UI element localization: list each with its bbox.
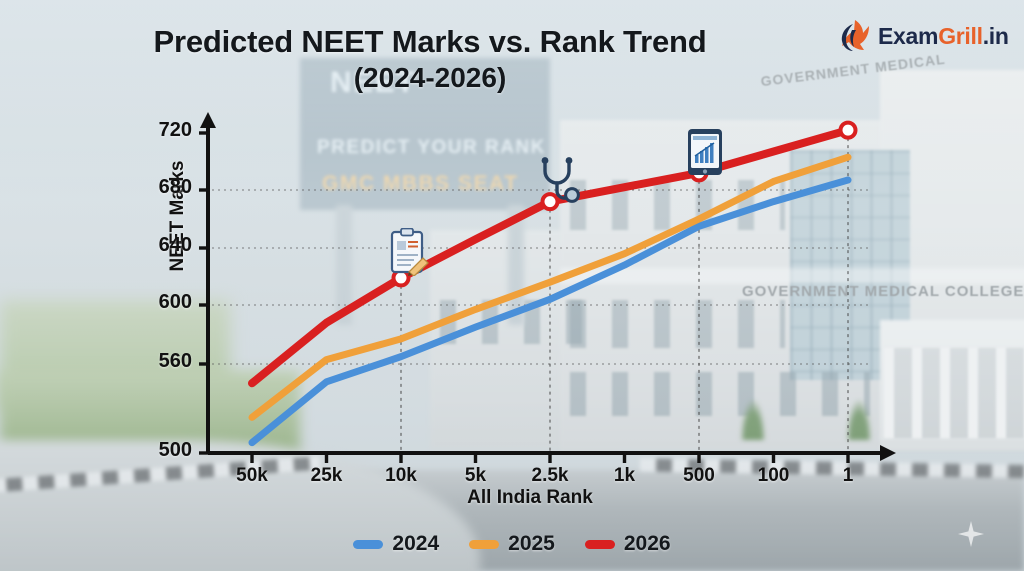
building-columns [884,348,1024,438]
legend-label: 2025 [508,532,555,555]
y-tick-label: 560 [158,350,192,372]
y-tick-label: 680 [158,176,192,198]
chart-legend: 2024 2025 2026 [0,532,1024,556]
x-tick-label: 1k [613,465,636,486]
title-line-2: (2024-2026) [353,61,507,93]
building-sign-text: GOVERNMENT MEDICAL COLLEGE [742,283,1024,300]
x-tick-label: 500 [683,465,715,486]
x-tick-label: 25k [310,465,343,486]
legend-item-2026[interactable]: 2026 [584,532,671,556]
stethoscope-icon [535,157,581,208]
billboard [300,58,550,210]
x-tick-label: 10k [385,465,417,486]
y-axis-title: NEET Marks [167,160,188,272]
clipboard-pencil-icon [389,227,429,281]
logo-text: ExamGrill.in [878,23,1009,50]
legend-label: 2026 [623,532,671,555]
x-tick-label: 50k [236,465,268,486]
y-tick-label: 640 [158,234,192,256]
palm-plant [740,398,766,440]
y-tick-label: 500 [158,439,192,461]
billboard-line-1: NEET [330,66,416,100]
window-row [570,300,785,348]
logo-text-tld: .in [982,22,1009,49]
y-tick-label: 720 [158,119,192,141]
x-axis-title: All India Rank [467,487,593,508]
legend-swatch [584,539,615,549]
billboard-line-2: PREDICT YOUR RANK [317,137,546,159]
x-tick-label: 1 [842,465,854,486]
billboard-leg [336,205,352,325]
logo-text-grill: Grill [938,22,983,49]
x-tick-label: 2.5k [531,465,569,486]
sparkle-icon [958,521,984,547]
logo-text-exam: Exam [878,22,939,49]
x-tick-label: 100 [757,465,790,486]
page-title: Predicted NEET Marks vs. Rank Trend (202… [0,24,860,94]
legend-swatch [469,539,500,549]
legend-label: 2024 [392,532,440,555]
phoenix-bird-icon [841,20,869,51]
x-tick-label: 5k [464,465,487,486]
legend-item-2024[interactable]: 2024 [353,532,439,556]
title-line-1: Predicted NEET Marks vs. Rank Trend [153,24,707,59]
billboard-line-3: GMC MBBS SEAT [322,172,518,196]
brand-logo[interactable]: ExamGrill.in [838,18,1009,54]
legend-swatch [353,539,384,549]
palm-plant [846,398,872,440]
tablet-chart-icon [686,127,724,182]
building-band [560,268,1024,284]
y-tick-label: 600 [158,291,192,313]
legend-item-2025[interactable]: 2025 [469,532,555,556]
window-row [570,372,870,416]
